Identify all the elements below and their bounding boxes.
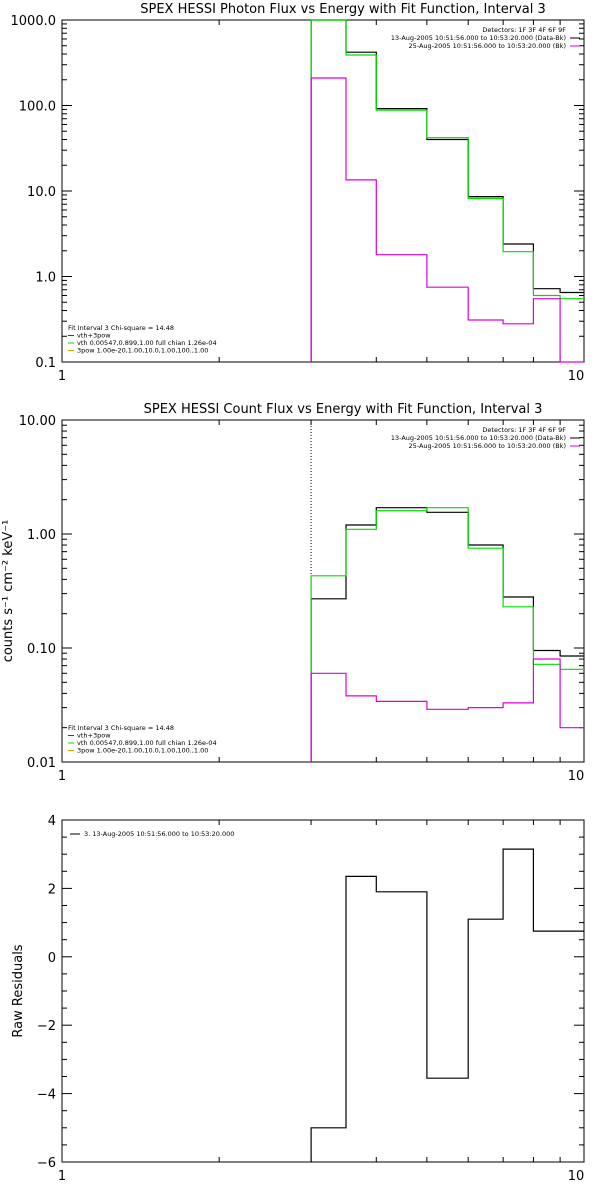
legend-top: 3. 13-Aug-2005 10:51:56.000 to 10:53:20.… (70, 830, 234, 838)
y-tick-label: 0.10 (27, 642, 56, 657)
x-tick-label: 1 (58, 769, 66, 784)
legend-text: Detectors: 1F 3F 4F 6F 9F (482, 426, 566, 434)
legend-text: 25-Aug-2005 10:51:56.000 to 10:53:20.000… (409, 442, 566, 450)
legend-text: vth 0.00547,0.899,1.00 full chian 1.26e-… (77, 739, 217, 747)
y-tick-label: 0.01 (27, 756, 56, 771)
y-tick-label: 1000.0 (11, 14, 57, 29)
legend-text: vth+3pow (77, 732, 111, 740)
marks-group (310, 19, 584, 363)
y-tick-label: 10.0 (27, 185, 56, 200)
y-tick-label: 0 (48, 951, 56, 966)
chart-title: SPEX HESSI Count Flux vs Energy with Fit… (144, 402, 543, 417)
y-tick-label: 100.0 (19, 100, 56, 115)
series-line-0 (310, 507, 584, 762)
residuals-panel: Raw Residuals 1 10 −6 −4 −2 0 2 4 3. 13-Aug-200… (11, 814, 585, 1184)
legend-bottom: Fit Interval 3 Chi-square = 14.48vth+3po… (68, 324, 217, 355)
legend-text: Detectors: 1F 3F 4F 6F 9F (482, 26, 566, 34)
y-tick-label: 1.0 (35, 271, 56, 286)
legend-text: vth+3pow (77, 332, 111, 340)
tick-group: 1 10 0.01 0.10 1.00 10.00 (19, 414, 585, 784)
series-line-2 (310, 77, 584, 363)
x-tick-label: 10 (568, 769, 585, 784)
legend-text: 13-Aug-2005 10:51:56.000 to 10:53:20.000… (391, 34, 566, 42)
plot-frame (61, 19, 585, 363)
legend-text: Fit Interval 3 Chi-square = 14.48 (68, 324, 174, 332)
y-tick-label: 1.00 (27, 528, 56, 543)
y-tick-label: 4 (48, 814, 56, 829)
plot-frame (61, 419, 585, 763)
marks-group (310, 420, 584, 762)
y-tick-label: 2 (48, 882, 56, 897)
count-flux-panel: SPEX HESSI Count Flux vs Energy with Fit… (1, 402, 585, 784)
x-tick-label: 10 (568, 1169, 585, 1184)
legend-text: 13-Aug-2005 10:51:56.000 to 10:53:20.000… (391, 434, 566, 442)
legend-text: vth 0.00547,0.899,1.00 full chian 1.26e-… (77, 339, 217, 347)
y-tick-label: 10.00 (19, 414, 56, 429)
chart-title: SPEX HESSI Photon Flux vs Energy with Fi… (140, 2, 546, 17)
series-line-1 (310, 19, 584, 362)
marks-group (310, 848, 584, 1162)
y-tick-label: 0.1 (35, 356, 56, 371)
series-line-1 (310, 507, 584, 762)
plot-frame (61, 819, 585, 1163)
series-line-0 (310, 19, 584, 362)
y-tick-label: −4 (37, 1088, 56, 1103)
x-tick-label: 10 (568, 369, 585, 384)
legend-text: 25-Aug-2005 10:51:56.000 to 10:53:20.000… (409, 42, 566, 50)
series-line-0 (310, 848, 584, 1162)
series-line-2 (310, 658, 584, 762)
legend-text: Fit Interval 3 Chi-square = 14.48 (68, 724, 174, 732)
photon-flux-panel: SPEX HESSI Photon Flux vs Energy with Fi… (11, 2, 585, 384)
legend-text: 3. 13-Aug-2005 10:51:56.000 to 10:53:20.… (84, 830, 234, 838)
tick-group: 1 10 −6 −4 −2 0 2 4 (37, 814, 585, 1184)
y-axis-label: counts s⁻¹ cm⁻² keV⁻¹ (1, 520, 16, 663)
tick-group: 1 10 0.1 1.0 10.0 100.0 1000.0 (11, 14, 585, 384)
legend-text: 3pow 1.00e-20,1.00,10.0,1.00,100.,1.00 (77, 347, 208, 355)
y-tick-label: −2 (37, 1019, 56, 1034)
y-axis-label: Raw Residuals (11, 944, 26, 1037)
y-tick-label: −6 (37, 1156, 56, 1171)
x-tick-label: 1 (58, 1169, 66, 1184)
x-tick-label: 1 (58, 369, 66, 384)
legend-text: 3pow 1.00e-20,1.00,10.0,1.00,100.,1.00 (77, 747, 208, 755)
legend-bottom: Fit Interval 3 Chi-square = 14.48vth+3po… (68, 724, 217, 755)
